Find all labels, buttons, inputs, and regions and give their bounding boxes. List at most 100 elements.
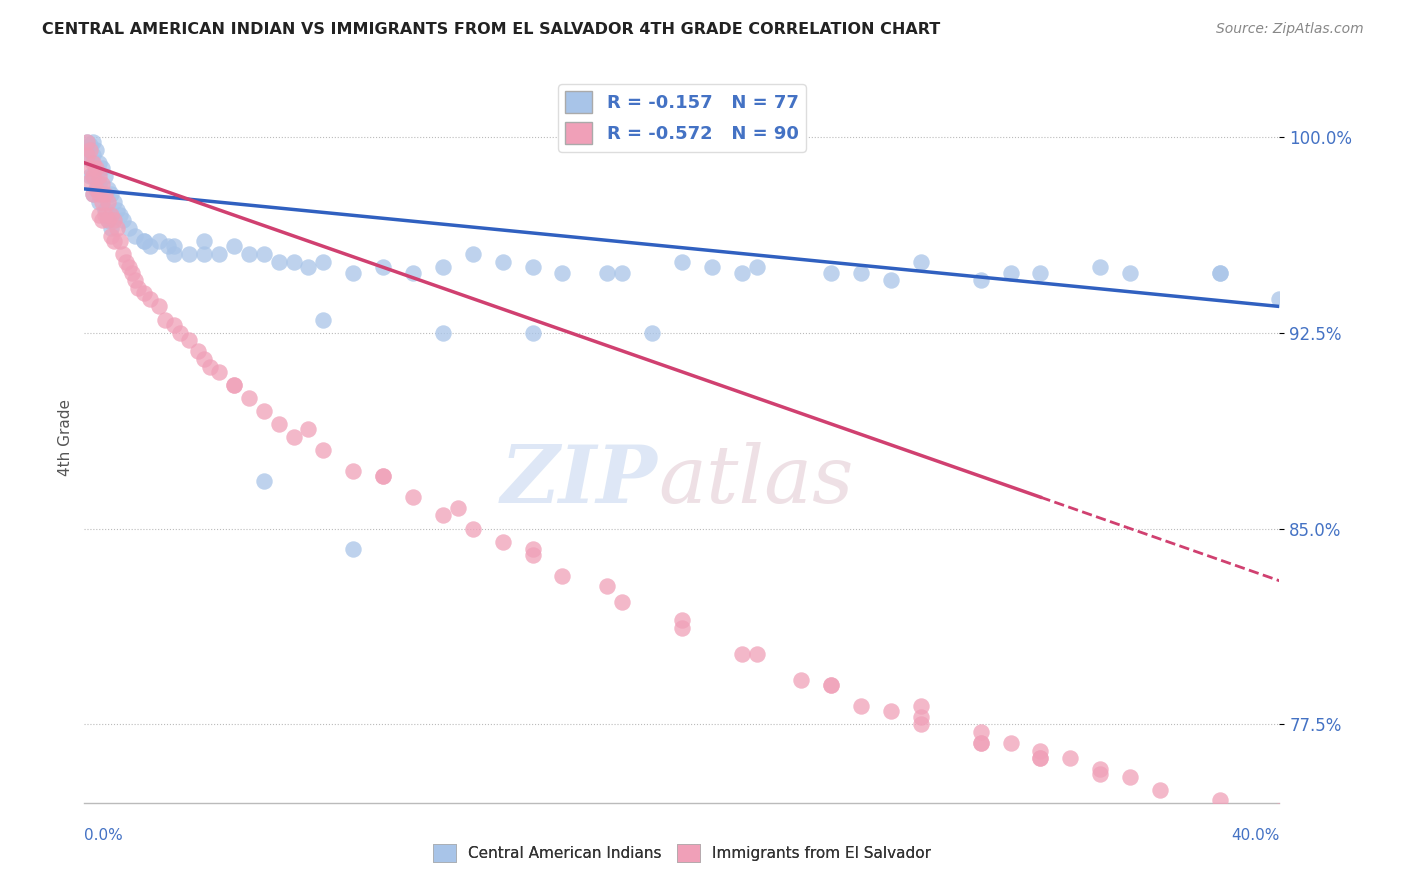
Point [700, 260, 723, 275]
Point [79, 137, 101, 152]
Legend: Central American Indians, Immigrants from El Salvador: Central American Indians, Immigrants fro… [427, 838, 936, 868]
Point [121, 265, 143, 279]
Point [851, 265, 873, 279]
Point [132, 286, 156, 301]
Point [820, 265, 842, 279]
Point [89, 194, 111, 209]
Point [312, 255, 335, 269]
Point [97, 213, 120, 227]
Point [105, 221, 128, 235]
Point [970, 736, 993, 750]
Point [1119, 265, 1142, 279]
Point [91, 161, 114, 175]
Point [89, 177, 111, 191]
Point [671, 255, 693, 269]
Text: CENTRAL AMERICAN INDIAN VS IMMIGRANTS FROM EL SALVADOR 4TH GRADE CORRELATION CHA: CENTRAL AMERICAN INDIAN VS IMMIGRANTS FR… [42, 22, 941, 37]
Point [342, 464, 364, 478]
Point [100, 187, 122, 202]
Point [94, 187, 117, 202]
Point [82, 187, 104, 202]
Point [82, 169, 104, 183]
Point [820, 678, 842, 692]
Point [110, 208, 132, 222]
Point [177, 334, 200, 348]
Point [432, 508, 454, 523]
Point [373, 469, 395, 483]
Point [522, 548, 544, 562]
Point [373, 469, 395, 483]
Point [402, 490, 425, 504]
Point [89, 187, 111, 202]
Text: 0.0%: 0.0% [84, 828, 124, 843]
Point [118, 260, 141, 275]
Point [1268, 292, 1291, 306]
Point [253, 404, 276, 418]
Point [89, 208, 111, 222]
Point [612, 265, 634, 279]
Point [148, 300, 170, 314]
Point [432, 260, 454, 275]
Point [86, 182, 108, 196]
Point [402, 265, 425, 279]
Point [94, 208, 117, 222]
Point [880, 273, 903, 287]
Point [97, 182, 120, 196]
Point [1268, 804, 1291, 818]
Point [94, 202, 117, 217]
Point [76, 135, 98, 149]
Point [641, 326, 664, 340]
Point [139, 292, 162, 306]
Point [745, 647, 768, 661]
Point [1059, 751, 1081, 765]
Point [1149, 782, 1171, 797]
Point [283, 255, 305, 269]
Point [82, 135, 104, 149]
Point [820, 678, 842, 692]
Point [432, 326, 454, 340]
Point [1029, 743, 1052, 757]
Point [110, 234, 132, 248]
Point [461, 247, 484, 261]
Point [447, 500, 470, 515]
Point [612, 594, 634, 608]
Point [163, 239, 186, 253]
Point [208, 247, 231, 261]
Point [157, 239, 180, 253]
Point [880, 704, 903, 718]
Point [222, 239, 245, 253]
Text: Source: ZipAtlas.com: Source: ZipAtlas.com [1216, 22, 1364, 37]
Point [103, 213, 125, 227]
Point [86, 143, 108, 157]
Point [79, 161, 101, 175]
Point [297, 260, 319, 275]
Point [342, 265, 364, 279]
Point [731, 647, 754, 661]
Point [1090, 762, 1112, 776]
Point [112, 213, 135, 227]
Point [267, 255, 290, 269]
Point [253, 475, 276, 489]
Point [193, 247, 215, 261]
Point [522, 542, 544, 557]
Point [551, 568, 574, 582]
Point [1209, 793, 1232, 807]
Point [112, 247, 135, 261]
Point [596, 579, 619, 593]
Point [1090, 260, 1112, 275]
Point [118, 221, 141, 235]
Point [492, 255, 515, 269]
Y-axis label: 4th Grade: 4th Grade [58, 399, 73, 475]
Point [103, 194, 125, 209]
Point [86, 182, 108, 196]
Point [910, 699, 932, 714]
Text: atlas: atlas [658, 442, 853, 520]
Point [1000, 736, 1022, 750]
Point [82, 187, 104, 202]
Point [1000, 265, 1022, 279]
Point [91, 194, 114, 209]
Point [970, 273, 993, 287]
Point [208, 365, 231, 379]
Point [1029, 751, 1052, 765]
Point [97, 194, 120, 209]
Text: ZIP: ZIP [501, 442, 658, 520]
